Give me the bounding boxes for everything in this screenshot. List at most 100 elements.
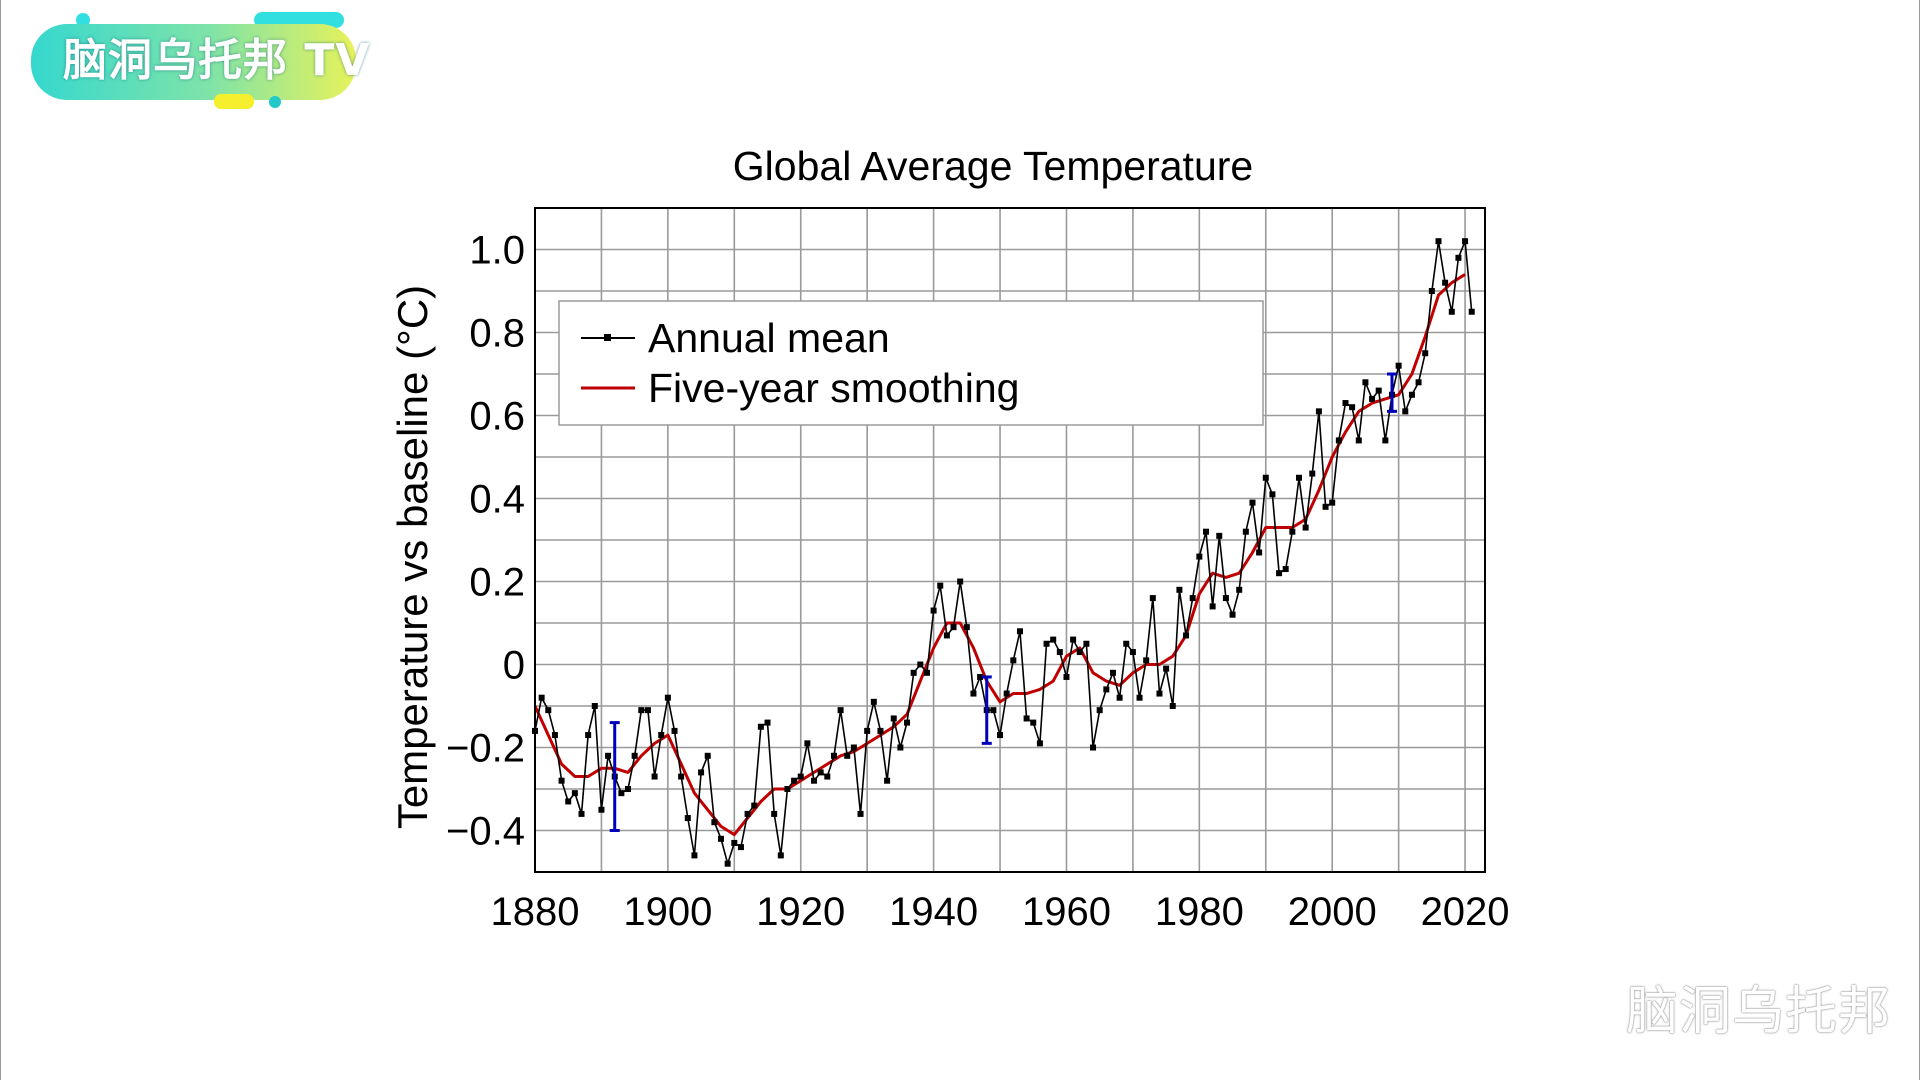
annual-mean-point	[1335, 437, 1342, 444]
annual-mean-point	[658, 732, 665, 739]
annual-mean-point	[1010, 657, 1017, 664]
annual-mean-point	[997, 732, 1004, 739]
annual-mean-point	[1349, 404, 1356, 411]
annual-mean-point	[757, 723, 764, 730]
annual-mean-point	[671, 727, 678, 734]
annual-mean-point	[1216, 532, 1223, 539]
annual-mean-point	[1428, 288, 1435, 294]
annual-mean-point	[1402, 408, 1409, 415]
annual-mean-point	[1422, 350, 1429, 357]
legend-annual-label: Annual mean	[648, 315, 890, 361]
annual-mean-point	[1309, 470, 1316, 477]
annual-mean-point	[771, 810, 778, 817]
annual-mean-point	[897, 744, 904, 751]
uncertainty-bar	[1386, 372, 1397, 413]
legend-annual-marker	[604, 334, 611, 341]
annual-mean-point	[1269, 491, 1276, 498]
plot-border	[534, 207, 1486, 873]
annual-mean-point	[691, 852, 698, 859]
annual-mean-point	[1196, 553, 1203, 560]
annual-mean-point	[937, 582, 944, 589]
x-axis-ticks: 1880 1900 1920 1940 1960 1980 2000 2020	[491, 890, 1510, 934]
annual-mean-point	[1262, 474, 1269, 481]
annual-mean-point	[1408, 391, 1415, 398]
annual-mean-point	[1329, 499, 1336, 506]
annual-mean-point	[797, 773, 804, 780]
annual-mean-point	[857, 810, 864, 817]
y-tick-label: 0.4	[469, 478, 525, 522]
x-tick-label: 1960	[1022, 890, 1111, 934]
annual-mean-point	[804, 740, 811, 747]
annual-mean-point	[1202, 528, 1209, 535]
annual-mean-point	[1003, 690, 1010, 697]
annual-mean-point	[1176, 586, 1183, 593]
watermark: 脑洞乌托邦	[1625, 982, 1891, 1042]
annual-mean-point	[704, 752, 711, 759]
y-tick-label: 0.8	[469, 312, 525, 356]
annual-mean-point	[638, 707, 645, 714]
annual-mean-point	[1322, 503, 1329, 510]
annual-mean-point	[618, 790, 625, 797]
annual-mean-point	[930, 607, 937, 614]
annual-mean-point	[1222, 595, 1229, 602]
logo-text: 脑洞乌托邦 TV	[63, 35, 371, 86]
annual-mean-point	[1276, 570, 1283, 577]
annual-mean-point	[1169, 703, 1176, 709]
y-tick-label: 0.2	[469, 561, 525, 605]
annual-mean-point	[1249, 499, 1256, 506]
annual-mean-point	[578, 810, 585, 817]
annual-mean-point	[811, 777, 818, 784]
annual-mean-point	[591, 703, 598, 709]
annual-mean-point	[1070, 636, 1077, 643]
annual-mean-point	[890, 715, 897, 722]
annual-mean-point	[824, 773, 831, 780]
x-tick-label: 2000	[1288, 890, 1377, 934]
annual-mean-point	[1043, 640, 1050, 647]
annual-mean-point	[1435, 238, 1442, 245]
y-axis-ticks: 1.0 0.8 0.6 0.4 0.2 0 −0.2 −0.4	[446, 229, 525, 854]
annual-mean-point	[1076, 649, 1083, 656]
annual-mean-series	[532, 238, 1475, 867]
annual-mean-point	[1229, 611, 1236, 618]
annual-mean-point	[1016, 628, 1023, 635]
annual-mean-point	[1282, 566, 1289, 573]
annual-mean-point	[1295, 474, 1302, 481]
annual-mean-point	[1050, 636, 1057, 643]
uncertainty-bar	[981, 675, 992, 745]
annual-mean-point	[1468, 308, 1475, 315]
x-tick-label: 1940	[889, 890, 978, 934]
annual-mean-point	[1302, 524, 1309, 531]
annual-mean-point	[777, 852, 784, 859]
annual-mean-point	[1103, 686, 1110, 693]
x-tick-label: 1980	[1155, 890, 1244, 934]
five-year-smoothing-line	[533, 273, 1466, 837]
annual-mean-point	[1382, 437, 1389, 444]
annual-mean-point	[1362, 379, 1369, 386]
annual-mean-point	[684, 815, 691, 822]
annual-mean-point	[970, 690, 977, 697]
annual-mean-point	[1236, 586, 1243, 593]
annual-mean-point	[1209, 603, 1216, 610]
annual-mean-point	[1156, 690, 1163, 697]
y-tick-label: 0.6	[469, 395, 525, 439]
annual-mean-point	[791, 777, 798, 784]
annual-mean-point	[1096, 707, 1103, 714]
annual-mean-point	[830, 752, 837, 759]
annual-mean-point	[1395, 362, 1402, 369]
annual-mean-point	[877, 727, 884, 734]
annual-mean-point	[678, 773, 685, 780]
annual-mean-point	[1030, 719, 1037, 726]
annual-mean-point	[1036, 740, 1043, 747]
annual-mean-point	[598, 806, 605, 813]
annual-mean-point	[864, 727, 871, 734]
plot-frame	[534, 207, 1486, 873]
annual-mean-point	[651, 773, 658, 780]
annual-mean-point	[711, 819, 718, 826]
annual-mean-point	[817, 769, 824, 776]
annual-mean-point	[990, 707, 997, 714]
annual-mean-point	[837, 707, 844, 714]
annual-mean-point	[1056, 649, 1063, 656]
annual-mean-point	[585, 732, 592, 739]
